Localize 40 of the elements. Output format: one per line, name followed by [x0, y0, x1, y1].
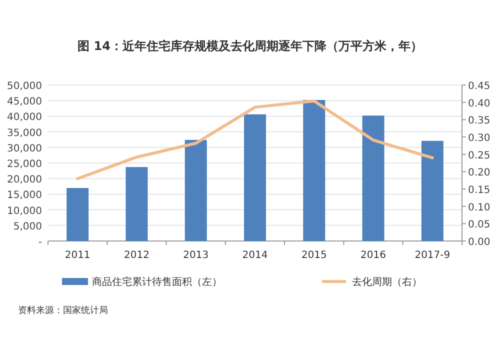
- bar: [362, 116, 384, 241]
- y-tick-label: 45,000: [7, 96, 42, 108]
- y2-tick-label: 0.20: [468, 168, 490, 179]
- y-tick-label: 50,000: [7, 81, 42, 92]
- y2-tick-label: 0.35: [468, 116, 490, 127]
- y-tick-label: 20,000: [7, 174, 42, 186]
- y2-tick-label: 0.00: [468, 237, 490, 248]
- y2-tick-label: 0.15: [468, 185, 490, 196]
- x-tick-label: 2013: [183, 250, 209, 261]
- y-tick-label: 40,000: [7, 112, 42, 124]
- bar: [184, 140, 207, 241]
- y-tick-label: 10,000: [7, 206, 42, 217]
- x-tick-label: 2017-9: [414, 250, 450, 261]
- y2-tick-label: 0.30: [468, 133, 490, 144]
- legend-label: 商品住宅累计待售面积（左）: [92, 276, 222, 288]
- y2-tick-label: 0.40: [468, 98, 490, 110]
- x-tick-label: 2014: [242, 250, 268, 261]
- bar: [421, 140, 444, 241]
- bar: [66, 188, 89, 241]
- line-series: [76, 99, 434, 180]
- y-tick-label: 30,000: [7, 143, 42, 154]
- legend-label: 去化周期（右）: [352, 276, 422, 288]
- x-tick-label: 2012: [124, 250, 150, 261]
- x-tick-label: 2015: [301, 250, 327, 261]
- y2-tick-label: 0.25: [468, 150, 490, 162]
- y-tick-label: -: [38, 237, 42, 248]
- y2-tick-label: 0.10: [468, 202, 490, 214]
- bar: [244, 114, 266, 241]
- x-tick-label: 2011: [64, 250, 90, 261]
- y-tick-label: 15,000: [7, 190, 42, 202]
- y-tick-label: 35,000: [7, 128, 42, 139]
- bar: [303, 100, 326, 241]
- y-tick-label: 5,000: [13, 221, 42, 232]
- y-tick-label: 25,000: [7, 159, 42, 170]
- text: 资料来源：国家统计局: [18, 305, 108, 316]
- y2-tick-label: 0.05: [468, 220, 490, 231]
- chart-title: 图 14：近年住宅库存规模及去化周期逐年下降（万平方米，年）: [78, 39, 422, 53]
- x-tick-label: 2016: [360, 250, 386, 261]
- bar: [126, 167, 148, 241]
- y2-tick-label: 0.45: [468, 81, 490, 92]
